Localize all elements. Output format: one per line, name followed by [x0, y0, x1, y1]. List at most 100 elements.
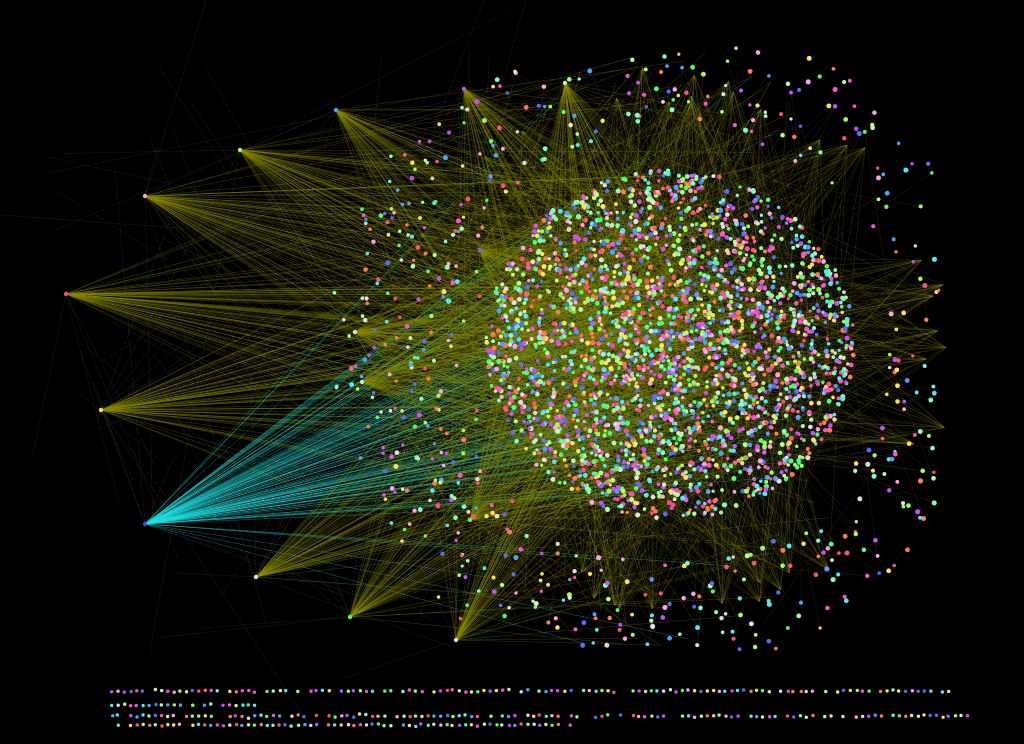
- graph-edge: [727, 61, 798, 294]
- graph-node: [505, 319, 509, 323]
- graph-node: [527, 278, 531, 283]
- graph-node: [744, 253, 749, 257]
- graph-node: [547, 257, 551, 261]
- hub-edge: [455, 215, 678, 641]
- graph-node: [752, 257, 756, 262]
- graph-edge: [64, 149, 241, 154]
- graph-node: [610, 353, 616, 359]
- hub-edge: [361, 381, 580, 491]
- graph-node: [821, 380, 825, 385]
- graph-node: [579, 385, 585, 391]
- graph-node: [537, 341, 542, 345]
- graph-node: [715, 248, 720, 253]
- graph-node: [590, 348, 595, 353]
- graph-node: [576, 448, 581, 454]
- graph-node: [648, 171, 653, 176]
- hub-edge: [450, 88, 465, 459]
- graph-node: [640, 310, 646, 316]
- graph-node: [541, 217, 547, 223]
- graph-node: [565, 438, 570, 443]
- graph-node: [582, 419, 586, 424]
- graph-node: [724, 234, 728, 239]
- graph-node: [541, 381, 546, 386]
- graph-node: [589, 321, 596, 327]
- graph-node: [726, 391, 732, 397]
- graph-edge: [735, 291, 785, 572]
- graph-node: [520, 327, 524, 331]
- graph-node: [621, 211, 625, 215]
- hub-edge: [144, 56, 636, 197]
- graph-node: [558, 271, 563, 275]
- graph-node: [511, 394, 517, 400]
- graph-node: [594, 471, 599, 477]
- graph-node: [553, 450, 558, 455]
- graph-node: [774, 431, 779, 436]
- graph-node: [725, 456, 730, 461]
- graph-node: [681, 359, 687, 364]
- hub-edge: [463, 88, 503, 517]
- hub-edge: [255, 517, 828, 578]
- graph-node: [676, 173, 681, 178]
- graph-node: [786, 296, 791, 301]
- graph-node: [755, 400, 760, 405]
- hub-edge: [335, 109, 486, 454]
- graph-node: [626, 443, 632, 449]
- graph-node: [589, 442, 594, 446]
- graph-node: [718, 450, 724, 456]
- hub-edge: [349, 317, 649, 618]
- graph-node: [618, 361, 623, 366]
- hub-edge: [455, 552, 767, 641]
- graph-node: [811, 257, 816, 263]
- hub-edge: [349, 565, 485, 618]
- graph-node: [502, 303, 507, 308]
- graph-node: [820, 295, 825, 300]
- graph-node: [759, 367, 764, 372]
- graph-node: [649, 278, 655, 283]
- graph-node: [672, 497, 677, 502]
- hub-edge: [354, 99, 643, 333]
- graph-node: [677, 436, 682, 442]
- graph-node: [602, 415, 607, 420]
- graph-node: [617, 339, 621, 344]
- graph-node: [718, 330, 723, 335]
- graph-node: [544, 214, 549, 218]
- graph-node: [573, 326, 578, 331]
- graph-node: [605, 239, 610, 243]
- hub-edge: [335, 109, 676, 264]
- graph-node: [657, 179, 661, 183]
- graph-edge: [736, 252, 809, 347]
- graph-node: [667, 282, 672, 287]
- graph-node: [555, 409, 559, 413]
- hub-edge: [354, 302, 766, 333]
- graph-node: [633, 212, 640, 219]
- graph-node: [642, 458, 647, 464]
- graph-node: [660, 403, 665, 408]
- hub-edge: [354, 331, 637, 476]
- graph-node: [635, 373, 640, 377]
- graph-node: [760, 263, 765, 268]
- graph-node: [714, 447, 718, 452]
- hub-edge: [564, 82, 667, 315]
- graph-node: [589, 475, 594, 480]
- graph-node: [692, 511, 697, 516]
- hub-edge: [335, 109, 555, 240]
- graph-node: [526, 328, 531, 333]
- graph-node: [582, 400, 587, 404]
- graph-edge: [727, 362, 856, 532]
- graph-node: [784, 386, 789, 392]
- graph-node: [528, 247, 533, 253]
- graph-node: [629, 497, 635, 503]
- graph-node: [507, 342, 513, 347]
- graph-node: [591, 459, 597, 465]
- graph-node: [726, 226, 731, 231]
- hub-edge: [564, 82, 634, 208]
- hub-edge: [335, 109, 522, 266]
- graph-edge: [65, 293, 155, 464]
- graph-node: [500, 316, 505, 320]
- graph-node: [821, 283, 826, 288]
- graph-node: [489, 383, 494, 388]
- graph-node: [568, 358, 573, 364]
- graph-node: [608, 396, 613, 400]
- graph-node: [604, 403, 610, 410]
- hub-edge: [361, 250, 676, 383]
